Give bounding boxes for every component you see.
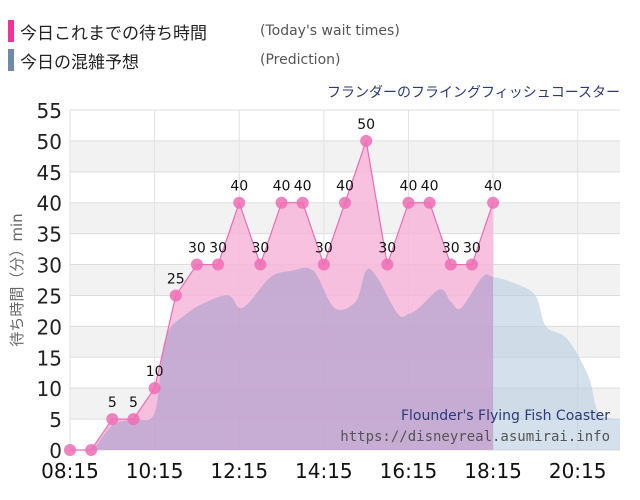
legend-prediction: 今日の混雑予想 (Prediction) xyxy=(8,47,340,73)
actual-point xyxy=(127,413,140,426)
legend-actual-label: 今日これまでの待ち時間 xyxy=(20,23,207,44)
x-tick-label: 08:15 xyxy=(41,459,99,483)
data-label: 40 xyxy=(484,179,502,195)
actual-point xyxy=(423,196,436,209)
actual-point xyxy=(212,258,225,271)
actual-point xyxy=(487,196,500,209)
data-label: 30 xyxy=(188,241,206,257)
actual-point xyxy=(296,196,309,209)
prediction-area-future xyxy=(493,276,620,450)
x-tick-label: 14:15 xyxy=(295,459,353,483)
y-tick-label: 45 xyxy=(37,161,62,185)
y-tick-label: 0 xyxy=(49,439,62,463)
y-tick-label: 10 xyxy=(37,377,62,401)
data-label: 30 xyxy=(315,241,333,257)
data-label: 30 xyxy=(251,241,269,257)
actual-point xyxy=(402,196,415,209)
data-label: 40 xyxy=(421,179,439,195)
actual-point xyxy=(190,258,203,271)
actual-point xyxy=(254,258,267,271)
x-tick-label: 18:15 xyxy=(464,459,522,483)
actual-point xyxy=(233,196,246,209)
y-tick-label: 40 xyxy=(37,192,62,216)
x-tick-label: 20:15 xyxy=(549,459,607,483)
y-tick-label: 25 xyxy=(37,284,62,308)
legend-actual-sublabel: (Today's wait times) xyxy=(260,23,400,39)
actual-point xyxy=(465,258,478,271)
chart-title: フランダーのフライングフィッシュコースター xyxy=(327,85,620,101)
data-label: 25 xyxy=(167,271,185,287)
actual-point xyxy=(339,196,351,209)
actual-point xyxy=(317,258,330,271)
legend-actual-swatch xyxy=(8,20,14,42)
actual-point xyxy=(148,382,161,395)
actual-point xyxy=(106,413,119,426)
data-label: 40 xyxy=(273,179,291,195)
legend-actual: 今日これまでの待ち時間 (Today's wait times) xyxy=(8,18,400,44)
x-tick-label: 10:15 xyxy=(126,459,184,483)
y-axis-label: 待ち時間（分）min xyxy=(8,213,26,346)
y-tick-label: 30 xyxy=(37,254,62,278)
actual-point xyxy=(64,444,76,456)
x-tick-label: 16:15 xyxy=(380,459,438,483)
data-label: 40 xyxy=(400,179,418,195)
actual-point xyxy=(169,289,182,302)
x-tick-label: 12:15 xyxy=(210,459,268,483)
legend-prediction-sublabel: (Prediction) xyxy=(260,52,341,68)
legend-prediction-label: 今日の混雑予想 xyxy=(20,52,139,73)
data-label: 30 xyxy=(378,241,396,257)
watermark-url: https://disneyreal.asumirai.info xyxy=(340,429,610,445)
y-tick-label: 5 xyxy=(49,408,62,432)
actual-point xyxy=(85,444,98,456)
y-tick-label: 15 xyxy=(37,346,62,370)
data-label: 5 xyxy=(108,395,117,411)
y-tick-label: 35 xyxy=(37,223,62,247)
legend-prediction-swatch xyxy=(8,49,14,71)
data-label: 40 xyxy=(230,179,248,195)
data-label: 30 xyxy=(463,241,481,257)
watermark-title: Flounder's Flying Fish Coaster xyxy=(401,408,610,424)
y-tick-label: 55 xyxy=(37,99,62,123)
data-label: 5 xyxy=(129,395,138,411)
actual-point xyxy=(275,196,288,209)
grid-band xyxy=(70,140,620,172)
data-label: 40 xyxy=(336,179,354,195)
actual-point xyxy=(444,258,457,271)
actual-point xyxy=(360,134,373,147)
data-label: 40 xyxy=(294,179,312,195)
data-label: 10 xyxy=(146,364,164,380)
actual-point xyxy=(381,258,394,271)
data-label: 30 xyxy=(209,241,227,257)
prediction-area-past xyxy=(70,267,494,451)
data-label: 50 xyxy=(357,117,375,133)
y-tick-label: 20 xyxy=(37,315,62,339)
y-tick-label: 50 xyxy=(37,130,62,154)
data-label: 30 xyxy=(442,241,460,257)
